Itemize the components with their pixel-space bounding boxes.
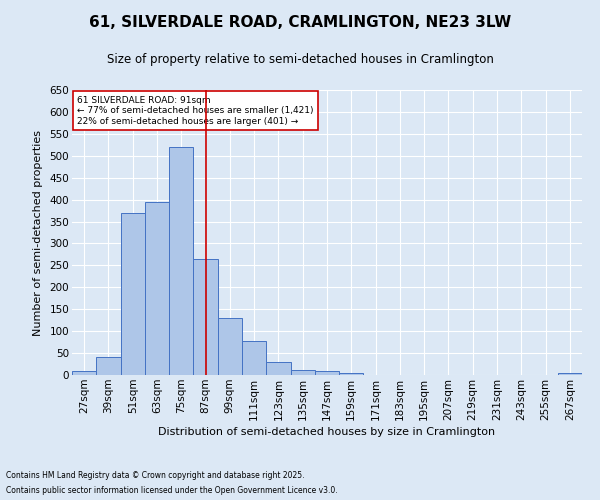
Bar <box>339 373 364 375</box>
Bar <box>72 372 96 375</box>
X-axis label: Distribution of semi-detached houses by size in Cramlington: Distribution of semi-detached houses by … <box>158 427 496 437</box>
Bar <box>218 318 242 375</box>
Text: Size of property relative to semi-detached houses in Cramlington: Size of property relative to semi-detach… <box>107 52 493 66</box>
Y-axis label: Number of semi-detached properties: Number of semi-detached properties <box>32 130 43 336</box>
Text: 61 SILVERDALE ROAD: 91sqm
← 77% of semi-detached houses are smaller (1,421)
22% : 61 SILVERDALE ROAD: 91sqm ← 77% of semi-… <box>77 96 314 126</box>
Bar <box>558 373 582 375</box>
Bar <box>242 341 266 375</box>
Text: Contains HM Land Registry data © Crown copyright and database right 2025.: Contains HM Land Registry data © Crown c… <box>6 471 305 480</box>
Bar <box>169 147 193 375</box>
Bar <box>121 213 145 375</box>
Bar <box>193 259 218 375</box>
Bar <box>290 370 315 375</box>
Text: Contains public sector information licensed under the Open Government Licence v3: Contains public sector information licen… <box>6 486 338 495</box>
Bar <box>315 371 339 375</box>
Bar <box>96 358 121 375</box>
Text: 61, SILVERDALE ROAD, CRAMLINGTON, NE23 3LW: 61, SILVERDALE ROAD, CRAMLINGTON, NE23 3… <box>89 15 511 30</box>
Bar <box>266 362 290 375</box>
Bar <box>145 202 169 375</box>
